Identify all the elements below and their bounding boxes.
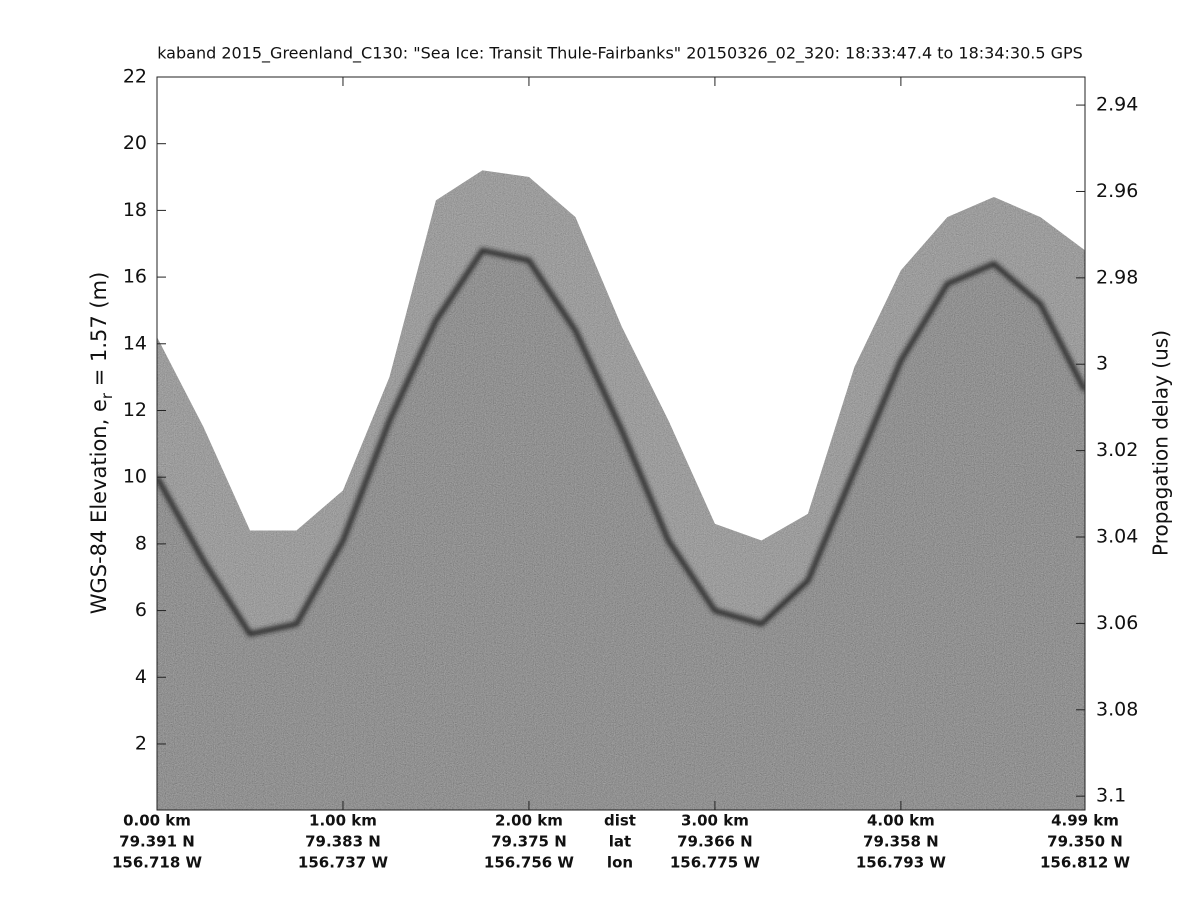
y2-axis-label: Propagation delay (us) — [1149, 330, 1173, 556]
x-tick-lat: 79.358 N — [863, 833, 939, 851]
plot-area — [157, 170, 1085, 810]
y2-tick-label: 2.94 — [1096, 94, 1138, 116]
chart-title: kaband 2015_Greenland_C130: "Sea Ice: Tr… — [157, 44, 1083, 64]
x-tick-lon: 156.775 W — [670, 854, 761, 872]
x-tick-label: 3.00 km — [681, 812, 749, 830]
y-tick-label: 22 — [123, 66, 147, 88]
y2-tick-label: 2.98 — [1096, 266, 1138, 288]
y2-tick-label: 3.02 — [1096, 439, 1138, 461]
x-tick-lat: 79.391 N — [119, 833, 195, 851]
x-row-name: dist — [604, 812, 636, 830]
y-label-tail: = 1.57 (m) — [87, 272, 111, 393]
x-tick-label: 4.99 km — [1051, 812, 1119, 830]
y-axis-label: WGS-84 Elevation, er = 1.57 (m) — [87, 272, 116, 615]
x-tick-label: 0.00 km — [123, 812, 191, 830]
x-tick-lon: 156.793 W — [856, 854, 947, 872]
y-tick-label: 18 — [123, 199, 147, 221]
y2-tick-label: 3.04 — [1096, 526, 1138, 548]
y-label-sub: r — [98, 392, 116, 399]
x-tick-lon: 156.812 W — [1040, 854, 1131, 872]
y2-tick-label: 3.08 — [1096, 698, 1138, 720]
subsurface-region — [157, 250, 1085, 810]
y-tick-label: 8 — [135, 532, 147, 554]
y-tick-label: 2 — [135, 732, 147, 754]
y2-tick-label: 3.06 — [1096, 612, 1138, 634]
y-tick-label: 20 — [123, 132, 147, 154]
y-tick-label: 4 — [135, 666, 147, 688]
plot-frame — [156, 76, 1086, 811]
y-tick-label: 16 — [123, 266, 147, 288]
x-tick-label: 2.00 km — [495, 812, 563, 830]
y-tick-label: 12 — [123, 399, 147, 421]
x-tick-lon: 156.718 W — [112, 854, 203, 872]
x-tick-lon: 156.737 W — [298, 854, 389, 872]
x-tick-lat: 79.383 N — [305, 833, 381, 851]
x-tick-label: 4.00 km — [867, 812, 935, 830]
x-tick-lat: 79.366 N — [677, 833, 753, 851]
x-tick-label: 1.00 km — [309, 812, 377, 830]
x-tick-lat: 79.350 N — [1047, 833, 1123, 851]
y-tick-label: 6 — [135, 599, 147, 621]
y-label-text: WGS-84 Elevation, e — [87, 399, 111, 614]
y-tick-label: 10 — [123, 466, 147, 488]
surface-return — [157, 247, 1085, 637]
y2-tick-label: 3.1 — [1096, 785, 1126, 807]
y2-tick-label: 2.96 — [1096, 180, 1138, 202]
y2-tick-label: 3 — [1096, 353, 1108, 375]
x-row-name: lat — [609, 833, 631, 851]
x-row-name: lon — [607, 854, 633, 872]
x-tick-lon: 156.756 W — [484, 854, 575, 872]
x-tick-lat: 79.375 N — [491, 833, 567, 851]
y-tick-label: 14 — [123, 332, 147, 354]
